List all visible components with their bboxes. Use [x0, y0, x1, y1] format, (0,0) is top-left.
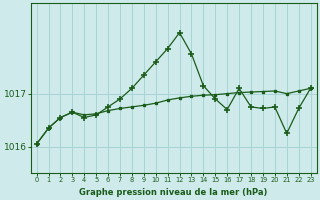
X-axis label: Graphe pression niveau de la mer (hPa): Graphe pression niveau de la mer (hPa)	[79, 188, 268, 197]
